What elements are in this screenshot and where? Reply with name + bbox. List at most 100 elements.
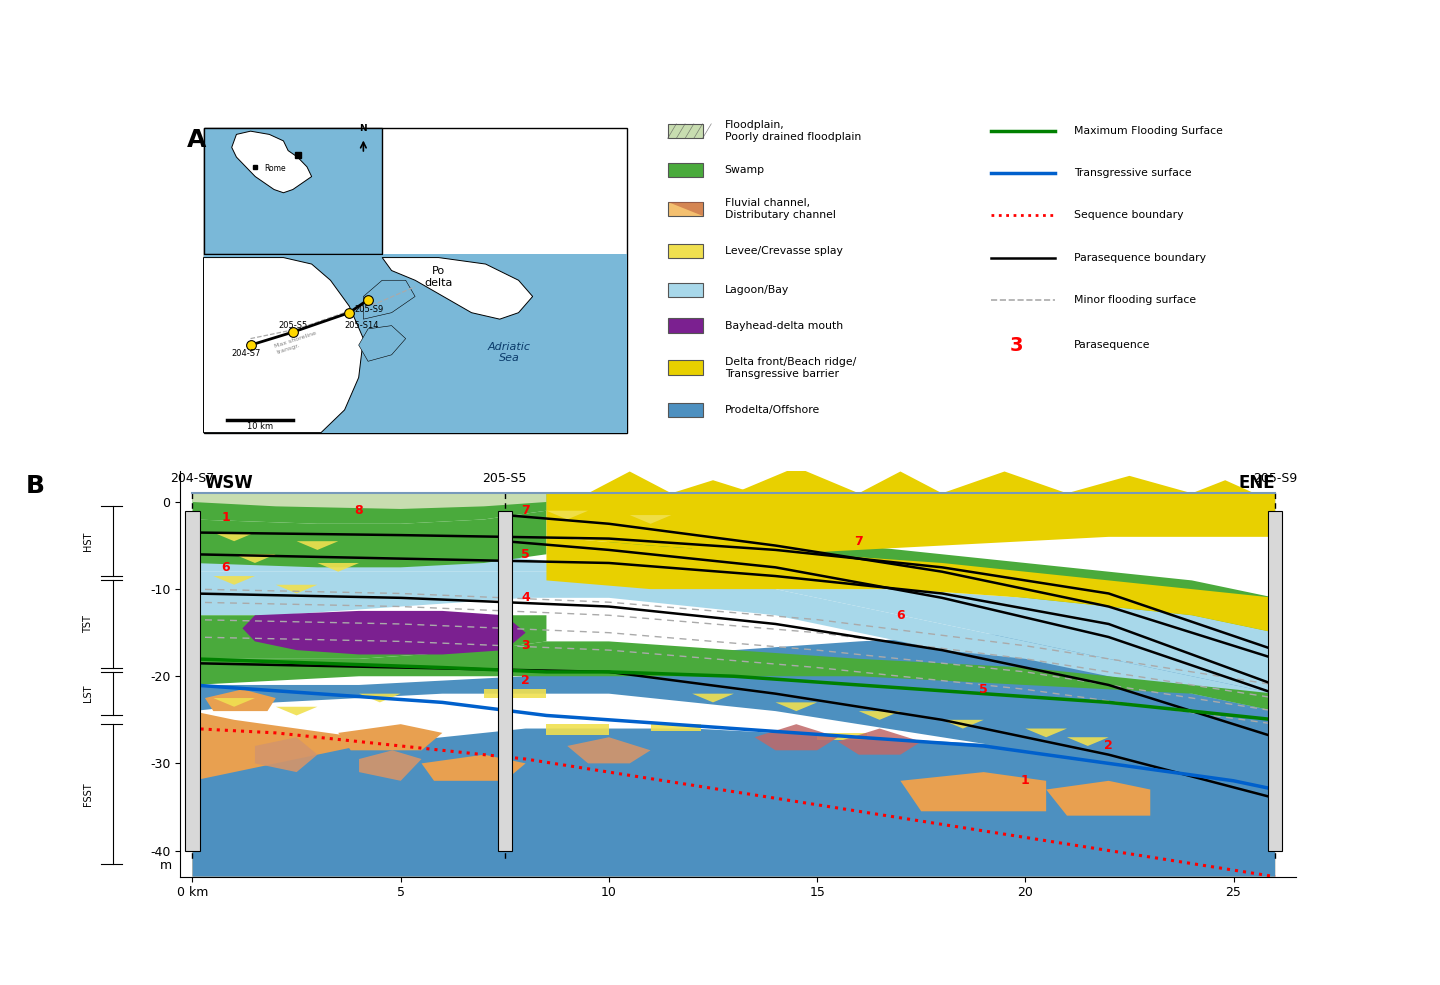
Polygon shape: [193, 510, 546, 567]
Text: 7: 7: [521, 504, 530, 517]
Text: A: A: [187, 128, 206, 152]
Text: 205-S14: 205-S14: [344, 321, 379, 330]
Polygon shape: [546, 510, 588, 519]
Text: Floodplain,
Poorly drained floodplain: Floodplain, Poorly drained floodplain: [724, 120, 861, 142]
Text: B: B: [26, 474, 45, 498]
Text: 1: 1: [1021, 774, 1030, 787]
Polygon shape: [900, 772, 1045, 812]
Polygon shape: [671, 481, 755, 493]
Polygon shape: [193, 563, 1276, 877]
Text: 1: 1: [222, 511, 230, 524]
Polygon shape: [858, 711, 900, 720]
Polygon shape: [204, 690, 276, 711]
Bar: [497, 510, 513, 850]
Polygon shape: [255, 737, 317, 772]
Text: m: m: [160, 859, 171, 873]
Text: TST: TST: [84, 615, 94, 633]
Text: 5: 5: [979, 683, 988, 695]
Polygon shape: [276, 707, 317, 715]
Text: Transgressive surface: Transgressive surface: [1074, 168, 1191, 178]
Text: 204-S7: 204-S7: [170, 472, 215, 485]
Polygon shape: [213, 533, 255, 541]
Text: 205-S5: 205-S5: [279, 321, 308, 330]
Text: 5: 5: [521, 548, 530, 560]
Bar: [668, 283, 703, 297]
Polygon shape: [1025, 729, 1067, 737]
Polygon shape: [193, 711, 1276, 877]
Polygon shape: [193, 632, 1276, 790]
Bar: [203, 254, 626, 432]
Text: Prodelta/Offshore: Prodelta/Offshore: [724, 405, 819, 415]
Polygon shape: [359, 751, 422, 781]
Polygon shape: [193, 616, 546, 659]
Polygon shape: [838, 729, 922, 755]
Text: Swamp: Swamp: [724, 165, 765, 175]
Polygon shape: [297, 541, 338, 550]
Polygon shape: [776, 702, 816, 711]
Polygon shape: [567, 737, 651, 763]
Text: Maximum Flooding Surface: Maximum Flooding Surface: [1074, 126, 1223, 136]
Bar: [484, 690, 546, 698]
Text: 205-S9: 205-S9: [1253, 472, 1297, 485]
Text: 4: 4: [521, 591, 530, 605]
Bar: [1267, 510, 1283, 850]
Polygon shape: [1045, 781, 1151, 816]
Bar: [668, 202, 703, 217]
Bar: [186, 510, 200, 850]
Polygon shape: [193, 641, 1276, 711]
Polygon shape: [382, 257, 533, 319]
Text: Rome: Rome: [265, 164, 287, 173]
Polygon shape: [338, 724, 442, 751]
Polygon shape: [359, 326, 406, 361]
Text: 10 km: 10 km: [246, 422, 274, 430]
Text: Levee/Crevasse splay: Levee/Crevasse splay: [724, 246, 842, 256]
Bar: [668, 403, 703, 418]
Polygon shape: [1192, 481, 1254, 493]
Polygon shape: [242, 611, 526, 654]
Text: Fluvial channel,
Distributary channel: Fluvial channel, Distributary channel: [724, 198, 835, 220]
Polygon shape: [942, 720, 984, 729]
Polygon shape: [193, 571, 1276, 711]
Bar: [668, 124, 703, 139]
Text: 3: 3: [521, 639, 530, 652]
Polygon shape: [588, 472, 671, 493]
Polygon shape: [363, 281, 415, 319]
Polygon shape: [359, 693, 400, 702]
Text: WSW: WSW: [204, 474, 253, 492]
Polygon shape: [1067, 476, 1192, 493]
Polygon shape: [235, 555, 276, 563]
Polygon shape: [422, 755, 526, 781]
Text: 204-S7: 204-S7: [232, 349, 261, 358]
Bar: [651, 724, 700, 731]
Polygon shape: [317, 563, 359, 571]
Text: 6: 6: [896, 609, 904, 622]
Text: Sequence boundary: Sequence boundary: [1074, 211, 1184, 221]
Polygon shape: [942, 472, 1067, 493]
Polygon shape: [755, 724, 838, 751]
Polygon shape: [693, 546, 1276, 632]
Text: Minor flooding surface: Minor flooding surface: [1074, 295, 1197, 304]
Bar: [668, 163, 703, 177]
Text: 205-S9: 205-S9: [354, 305, 383, 314]
Polygon shape: [193, 493, 546, 509]
Bar: [668, 318, 703, 333]
Polygon shape: [1067, 737, 1109, 746]
Polygon shape: [858, 472, 942, 493]
Text: 3: 3: [1009, 336, 1024, 355]
Bar: [203, 128, 382, 254]
Text: 7: 7: [854, 535, 863, 548]
Text: FSST: FSST: [84, 782, 94, 806]
Polygon shape: [232, 131, 311, 193]
Bar: [668, 361, 703, 375]
Polygon shape: [629, 515, 671, 524]
Text: N: N: [360, 124, 367, 133]
Polygon shape: [546, 493, 1276, 555]
Polygon shape: [213, 698, 255, 707]
Text: Parasequence: Parasequence: [1074, 340, 1151, 350]
Polygon shape: [734, 467, 858, 493]
Text: Max shoreline
transgr.: Max shoreline transgr.: [274, 331, 320, 355]
Polygon shape: [776, 589, 1276, 693]
Bar: [546, 724, 609, 735]
Polygon shape: [546, 493, 1276, 528]
Bar: [816, 733, 867, 740]
